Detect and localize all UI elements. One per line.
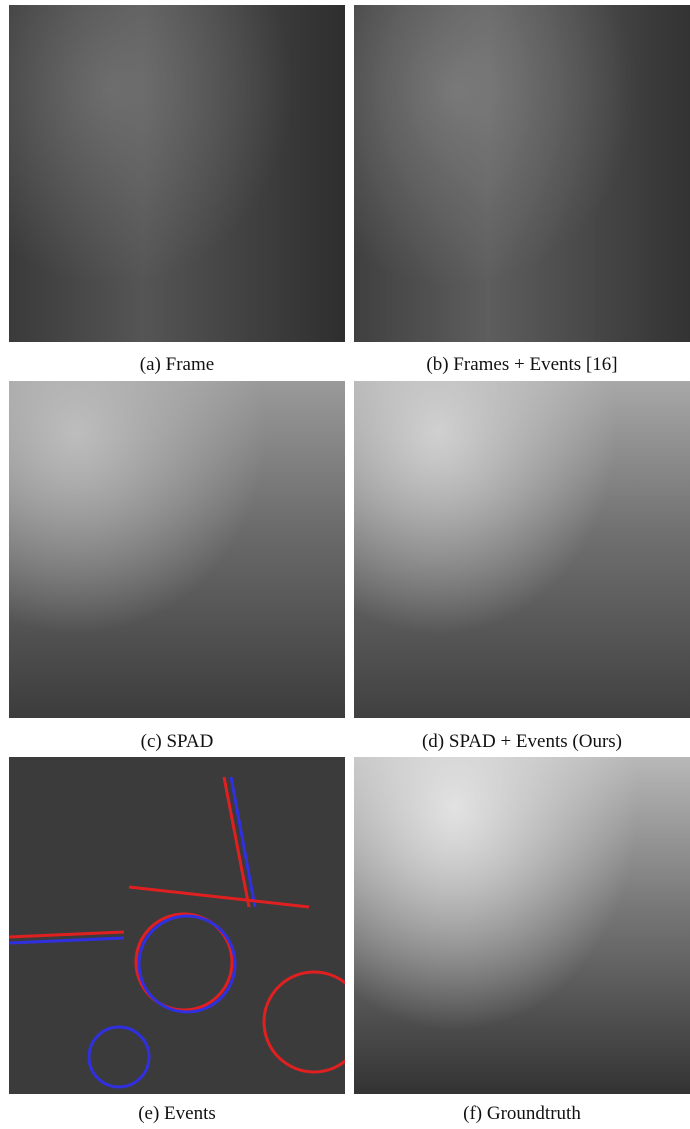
image-events: [9, 757, 345, 1094]
caption: (f) Groundtruth: [354, 1103, 690, 1125]
image-spad: [9, 381, 345, 718]
caption: (e) Events: [9, 1103, 345, 1125]
image-frame: [9, 5, 345, 342]
caption: (a) Frame: [9, 354, 345, 376]
image-groundtruth: [354, 757, 690, 1094]
image-spad-events: [354, 381, 690, 718]
figure: (a) Frame (b) Frames + Events [16] (c) S…: [0, 0, 690, 1129]
caption: (d) SPAD + Events (Ours): [354, 731, 690, 753]
image-frames-events: [354, 5, 690, 342]
caption: (b) Frames + Events [16]: [354, 354, 690, 376]
caption: (c) SPAD: [9, 731, 345, 753]
event-strokes: [9, 777, 345, 1087]
